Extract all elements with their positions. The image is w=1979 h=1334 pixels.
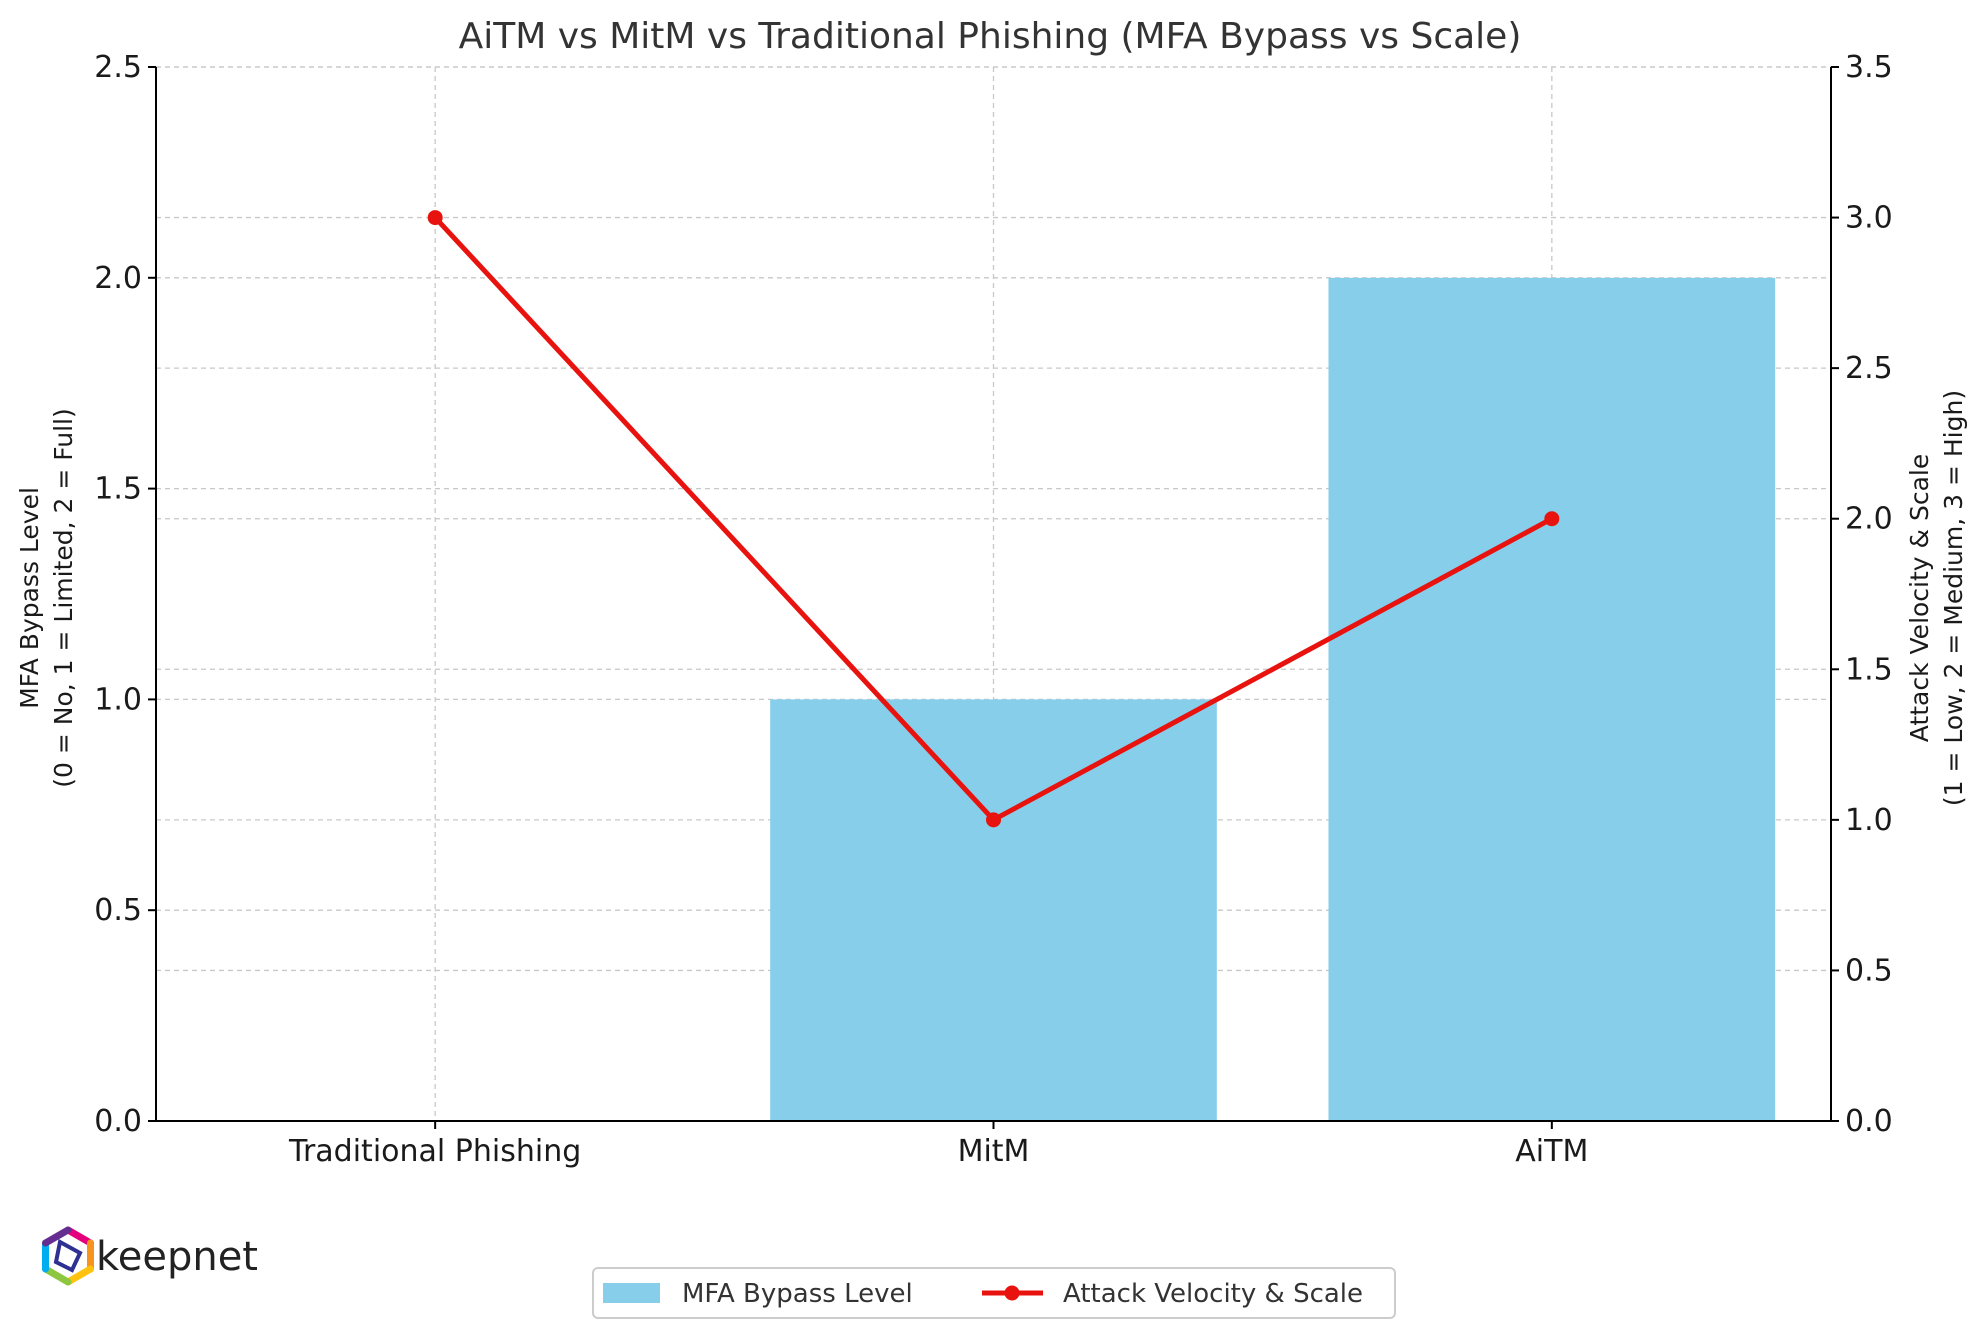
legend-line-label: Attack Velocity & Scale [1063,1279,1363,1309]
right-tick-label: 3.5 [1845,50,1893,85]
left-tick-label: 1.5 [94,472,142,507]
line-point [1544,511,1560,527]
bar-series [770,277,1776,1121]
legend-bar-swatch [603,1283,660,1303]
right-axis-label-line2: (1 = Low, 2 = Medium, 3 = High) [1939,390,1968,806]
legend-line-marker [1004,1285,1020,1301]
left-axis-label-line1: MFA Bypass Level [15,487,44,709]
right-tick-label: 2.0 [1845,502,1893,537]
legend: MFA Bypass Level Attack Velocity & Scale [592,1267,1396,1319]
logo: keepnet [42,1226,258,1286]
left-tick-label: 1.0 [94,682,142,717]
legend-bar-label: MFA Bypass Level [682,1279,913,1309]
left-tick-label: 0.0 [94,1104,142,1139]
x-tick-label: MitM [958,1134,1030,1169]
logo-text: keepnet [96,1234,258,1280]
tick-labels: 0.0 0.5 1.0 1.5 2.0 2.5 0.0 0.5 1.0 1.5 2.0 2.5 3.0 3… [94,50,1892,1169]
right-tick-label: 3.0 [1845,201,1893,236]
axes [148,66,1839,1129]
left-tick-label: 2.0 [94,261,142,296]
x-tick-label: AiTM [1515,1134,1588,1169]
bar [1328,277,1776,1121]
right-tick-label: 1.5 [1845,652,1893,687]
right-tick-label: 1.0 [1845,803,1893,838]
line-point [427,210,443,226]
right-tick-label: 0.0 [1845,1104,1893,1139]
x-tick-label: Traditional Phishing [288,1134,581,1169]
left-axis-label-line2: (0 = No, 1 = Limited, 2 = Full) [49,408,78,788]
hexagon-logo-icon [42,1226,94,1286]
right-axis-label-line1: Attack Velocity & Scale [1905,454,1934,742]
left-tick-label: 0.5 [94,893,142,928]
right-tick-label: 2.5 [1845,351,1893,386]
bar [770,699,1217,1121]
line-series [427,210,1560,828]
right-tick-label: 0.5 [1845,953,1893,988]
left-tick-label: 2.5 [94,50,142,85]
line-point [986,812,1001,828]
chart-title: AiTM vs MitM vs Traditional Phishing (MF… [459,16,1522,57]
